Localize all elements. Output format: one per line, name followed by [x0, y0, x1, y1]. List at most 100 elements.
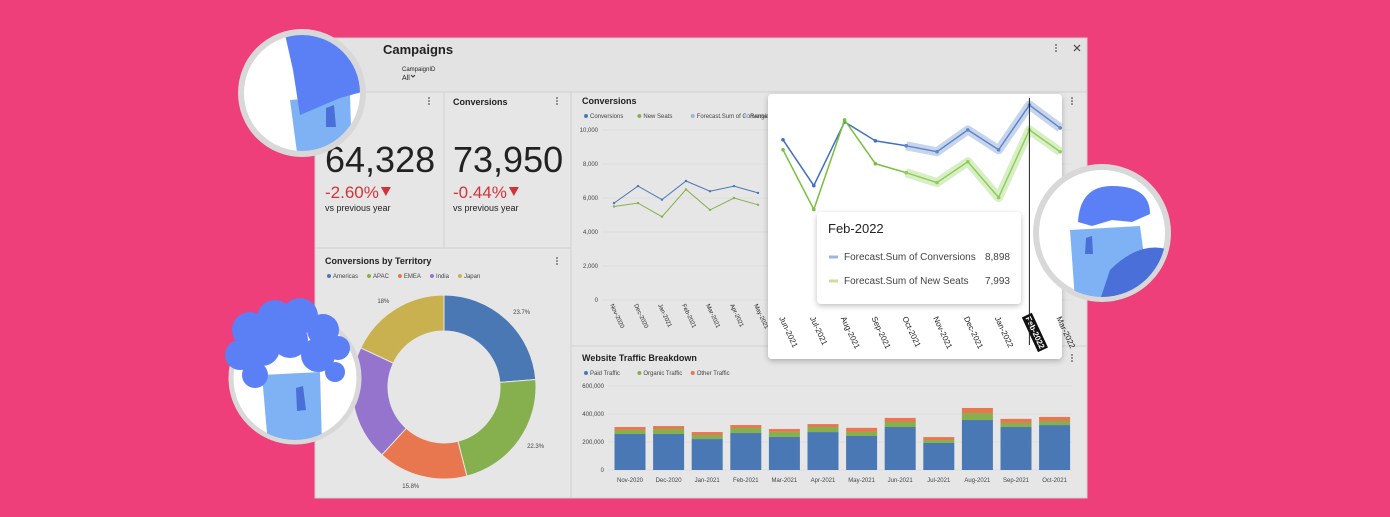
bar-segment: [923, 440, 955, 443]
tooltip: Feb-2022 Forecast.Sum of Conversions 8,898…: [817, 212, 1021, 304]
bar-segment: [1000, 422, 1032, 428]
bar-segment: [884, 421, 916, 428]
filter-label: CampaignID: [402, 67, 436, 73]
kpi-change: -0.44%: [453, 183, 507, 202]
legend-label: APAC: [373, 274, 390, 280]
y-tick-label: 0: [601, 468, 605, 474]
point: [812, 207, 816, 212]
point: [781, 138, 785, 142]
x-tick-label: Sep-2021: [1003, 478, 1030, 484]
bar-segment: [691, 435, 723, 440]
x-tick-label: Dec-2020: [656, 478, 683, 484]
legend-label: Conversions: [590, 114, 623, 120]
x-tick-label: Aug-2021: [964, 478, 991, 484]
bar-segment: [768, 428, 800, 432]
dropdown-icon[interactable]: [410, 74, 416, 78]
x-tick-label: Mar-2021: [772, 478, 798, 484]
close-button[interactable]: [1073, 44, 1081, 52]
bar-segment: [730, 433, 762, 470]
legend-swatch: [637, 371, 642, 375]
legend-label: Organic Traffic: [643, 371, 682, 377]
y-tick-label: 0: [595, 298, 599, 304]
bar-segment: [614, 434, 646, 470]
filter-value[interactable]: All: [402, 75, 410, 82]
x-tick-label: Jul-2021: [927, 478, 951, 484]
bar-segment: [768, 431, 800, 437]
x-tick-label: Feb-2021: [733, 478, 759, 484]
legend-label: New Seats: [643, 114, 672, 120]
legend-label: EMEA: [404, 274, 421, 280]
kpi-value: 73,950: [453, 139, 563, 180]
bar-segment: [961, 420, 993, 470]
x-tick-label: May-2021: [848, 478, 875, 484]
point: [636, 184, 640, 188]
kpi-note: vs previous year: [325, 203, 391, 213]
point: [1058, 149, 1062, 154]
bar-segment: [691, 439, 723, 470]
data-label: 22.3%: [527, 444, 545, 450]
bar-segment: [614, 427, 646, 430]
bar-segment: [1039, 421, 1071, 426]
point: [935, 149, 939, 154]
point: [873, 139, 878, 143]
tooltip-box: [817, 212, 1021, 304]
down-arrow: [380, 187, 391, 196]
x-tick-label: Apr-2021: [811, 478, 836, 484]
more-menu[interactable]: [1055, 44, 1057, 52]
tooltip-name: Forecast.Sum of New Seats: [844, 276, 969, 287]
point: [756, 191, 760, 195]
legend-label: Paid Traffic: [590, 371, 620, 377]
bar-segment: [923, 442, 955, 470]
legend-swatch: [429, 274, 434, 278]
tooltip-value: 7,993: [985, 276, 1010, 287]
point: [684, 188, 688, 191]
kpi-tile: Conversions 73,950 -0.44% vs previous ye…: [453, 97, 563, 213]
x-tick-label: Jun-2021: [888, 478, 914, 484]
point: [660, 215, 664, 218]
bar-segment: [1000, 418, 1032, 423]
line: [905, 128, 1061, 199]
point: [904, 144, 908, 148]
bar-segment: [807, 427, 839, 433]
legend-swatch: [457, 274, 462, 278]
bar-segment: [807, 432, 839, 470]
kpi-change: -2.60%: [325, 183, 379, 202]
bar-segment: [846, 431, 878, 436]
legend-swatch: [584, 114, 588, 118]
tile-menus[interactable]: [428, 97, 1073, 362]
legend-label: India: [436, 274, 450, 280]
x-tick-label: Oct-2021: [1042, 478, 1067, 484]
bar-segment: [653, 428, 685, 435]
point: [732, 184, 736, 188]
avatar: [225, 298, 362, 445]
line: [906, 103, 1061, 153]
bar-segment: [846, 435, 878, 470]
bar-segment: [961, 407, 993, 414]
legend-swatch: [367, 274, 372, 278]
bar-segment: [730, 428, 762, 434]
point: [732, 196, 736, 200]
point: [612, 205, 616, 208]
bar-segment: [1039, 416, 1071, 421]
legend-label: Other Traffic: [697, 371, 730, 377]
chart-title: Conversions: [582, 96, 637, 106]
kpi-note: vs previous year: [453, 203, 519, 213]
y-tick-label: 8,000: [583, 162, 599, 168]
dashboard-title: Campaigns: [383, 42, 453, 57]
kpi-value: 64,328: [325, 139, 435, 180]
bar-segment: [730, 425, 762, 428]
y-tick-label: 600,000: [582, 384, 604, 390]
legend-label: Forecast.Sum of Conversions: [697, 114, 776, 120]
bar-segment: [691, 432, 723, 435]
bar-segment: [961, 413, 993, 421]
chart-title: Website Traffic Breakdown: [582, 353, 697, 363]
bar-segment: [923, 437, 955, 441]
bar-segment: [1000, 427, 1032, 470]
legend-swatch: [690, 371, 695, 375]
kpi-tile: 64,328 -2.60% vs previous year: [325, 139, 435, 213]
legend-label: Americas: [333, 274, 358, 280]
point: [612, 201, 616, 205]
legend-swatch: [397, 274, 402, 278]
y-tick-label: 400,000: [582, 412, 604, 418]
data-label: 23.7%: [513, 310, 531, 316]
